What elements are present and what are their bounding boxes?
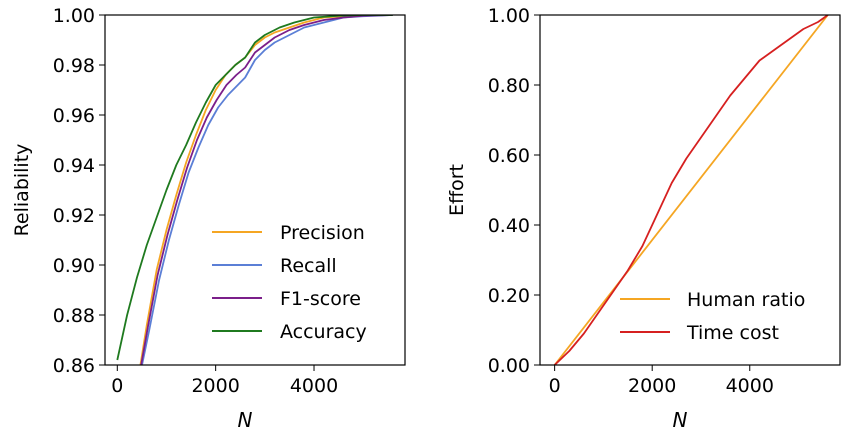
legend-label: Time cost xyxy=(686,322,779,344)
series-line-human-ratio xyxy=(553,15,829,365)
y-tick-label: 0.98 xyxy=(53,55,95,77)
x-tick-label: 2000 xyxy=(628,375,676,397)
plot-frame xyxy=(539,14,841,366)
legend: Human ratio Time cost xyxy=(620,289,805,344)
x-axis-label: N xyxy=(673,408,688,432)
plot-area xyxy=(553,15,829,365)
x-axis-label: N xyxy=(238,408,253,432)
y-tick-label: 0.20 xyxy=(488,285,530,307)
plot-frame xyxy=(104,14,406,366)
y-tick-label: 0.92 xyxy=(53,205,95,227)
y-tick-label: 1.00 xyxy=(53,5,95,27)
reliability-chart: 0 2000 4000 0.86 0.88 0.90 0.92 0.94 0.96 0.98 1.0… xyxy=(11,5,406,432)
plot-area xyxy=(116,15,393,365)
effort-chart: 0 2000 4000 0.00 0.20 0.40 0.60 0.80 1.00 N Effort… xyxy=(446,5,841,432)
series-line-time-cost xyxy=(554,15,829,365)
x-tick-label: 4000 xyxy=(290,375,338,397)
x-tick-label: 0 xyxy=(549,375,561,397)
legend-label: Precision xyxy=(280,222,365,244)
legend-label: Human ratio xyxy=(687,289,805,311)
legend-label: F1-score xyxy=(280,288,361,310)
x-tick-label: 2000 xyxy=(191,375,239,397)
y-tick-label: 0.00 xyxy=(488,355,530,377)
series-line-accuracy xyxy=(116,15,393,361)
x-tick-label: 0 xyxy=(111,375,123,397)
y-tick-label: 0.80 xyxy=(488,75,530,97)
legend: Precision Recall F1-score Accuracy xyxy=(212,222,367,343)
y-tick-label: 0.40 xyxy=(488,215,530,237)
y-axis-label: Reliability xyxy=(11,144,33,237)
y-tick-label: 0.96 xyxy=(53,105,95,127)
y-tick-label: 0.90 xyxy=(53,255,95,277)
series-line-recall xyxy=(141,15,393,365)
series-line-f1-score xyxy=(140,15,393,365)
y-tick-label: 1.00 xyxy=(488,5,530,27)
y-axis-label: Effort xyxy=(446,164,468,216)
y-tick-label: 0.88 xyxy=(53,305,95,327)
x-tick-label: 4000 xyxy=(726,375,774,397)
y-tick-label: 0.86 xyxy=(53,355,95,377)
legend-label: Recall xyxy=(280,255,337,277)
legend-label: Accuracy xyxy=(280,321,367,343)
y-tick-label: 0.94 xyxy=(53,155,95,177)
y-tick-label: 0.60 xyxy=(488,145,530,167)
